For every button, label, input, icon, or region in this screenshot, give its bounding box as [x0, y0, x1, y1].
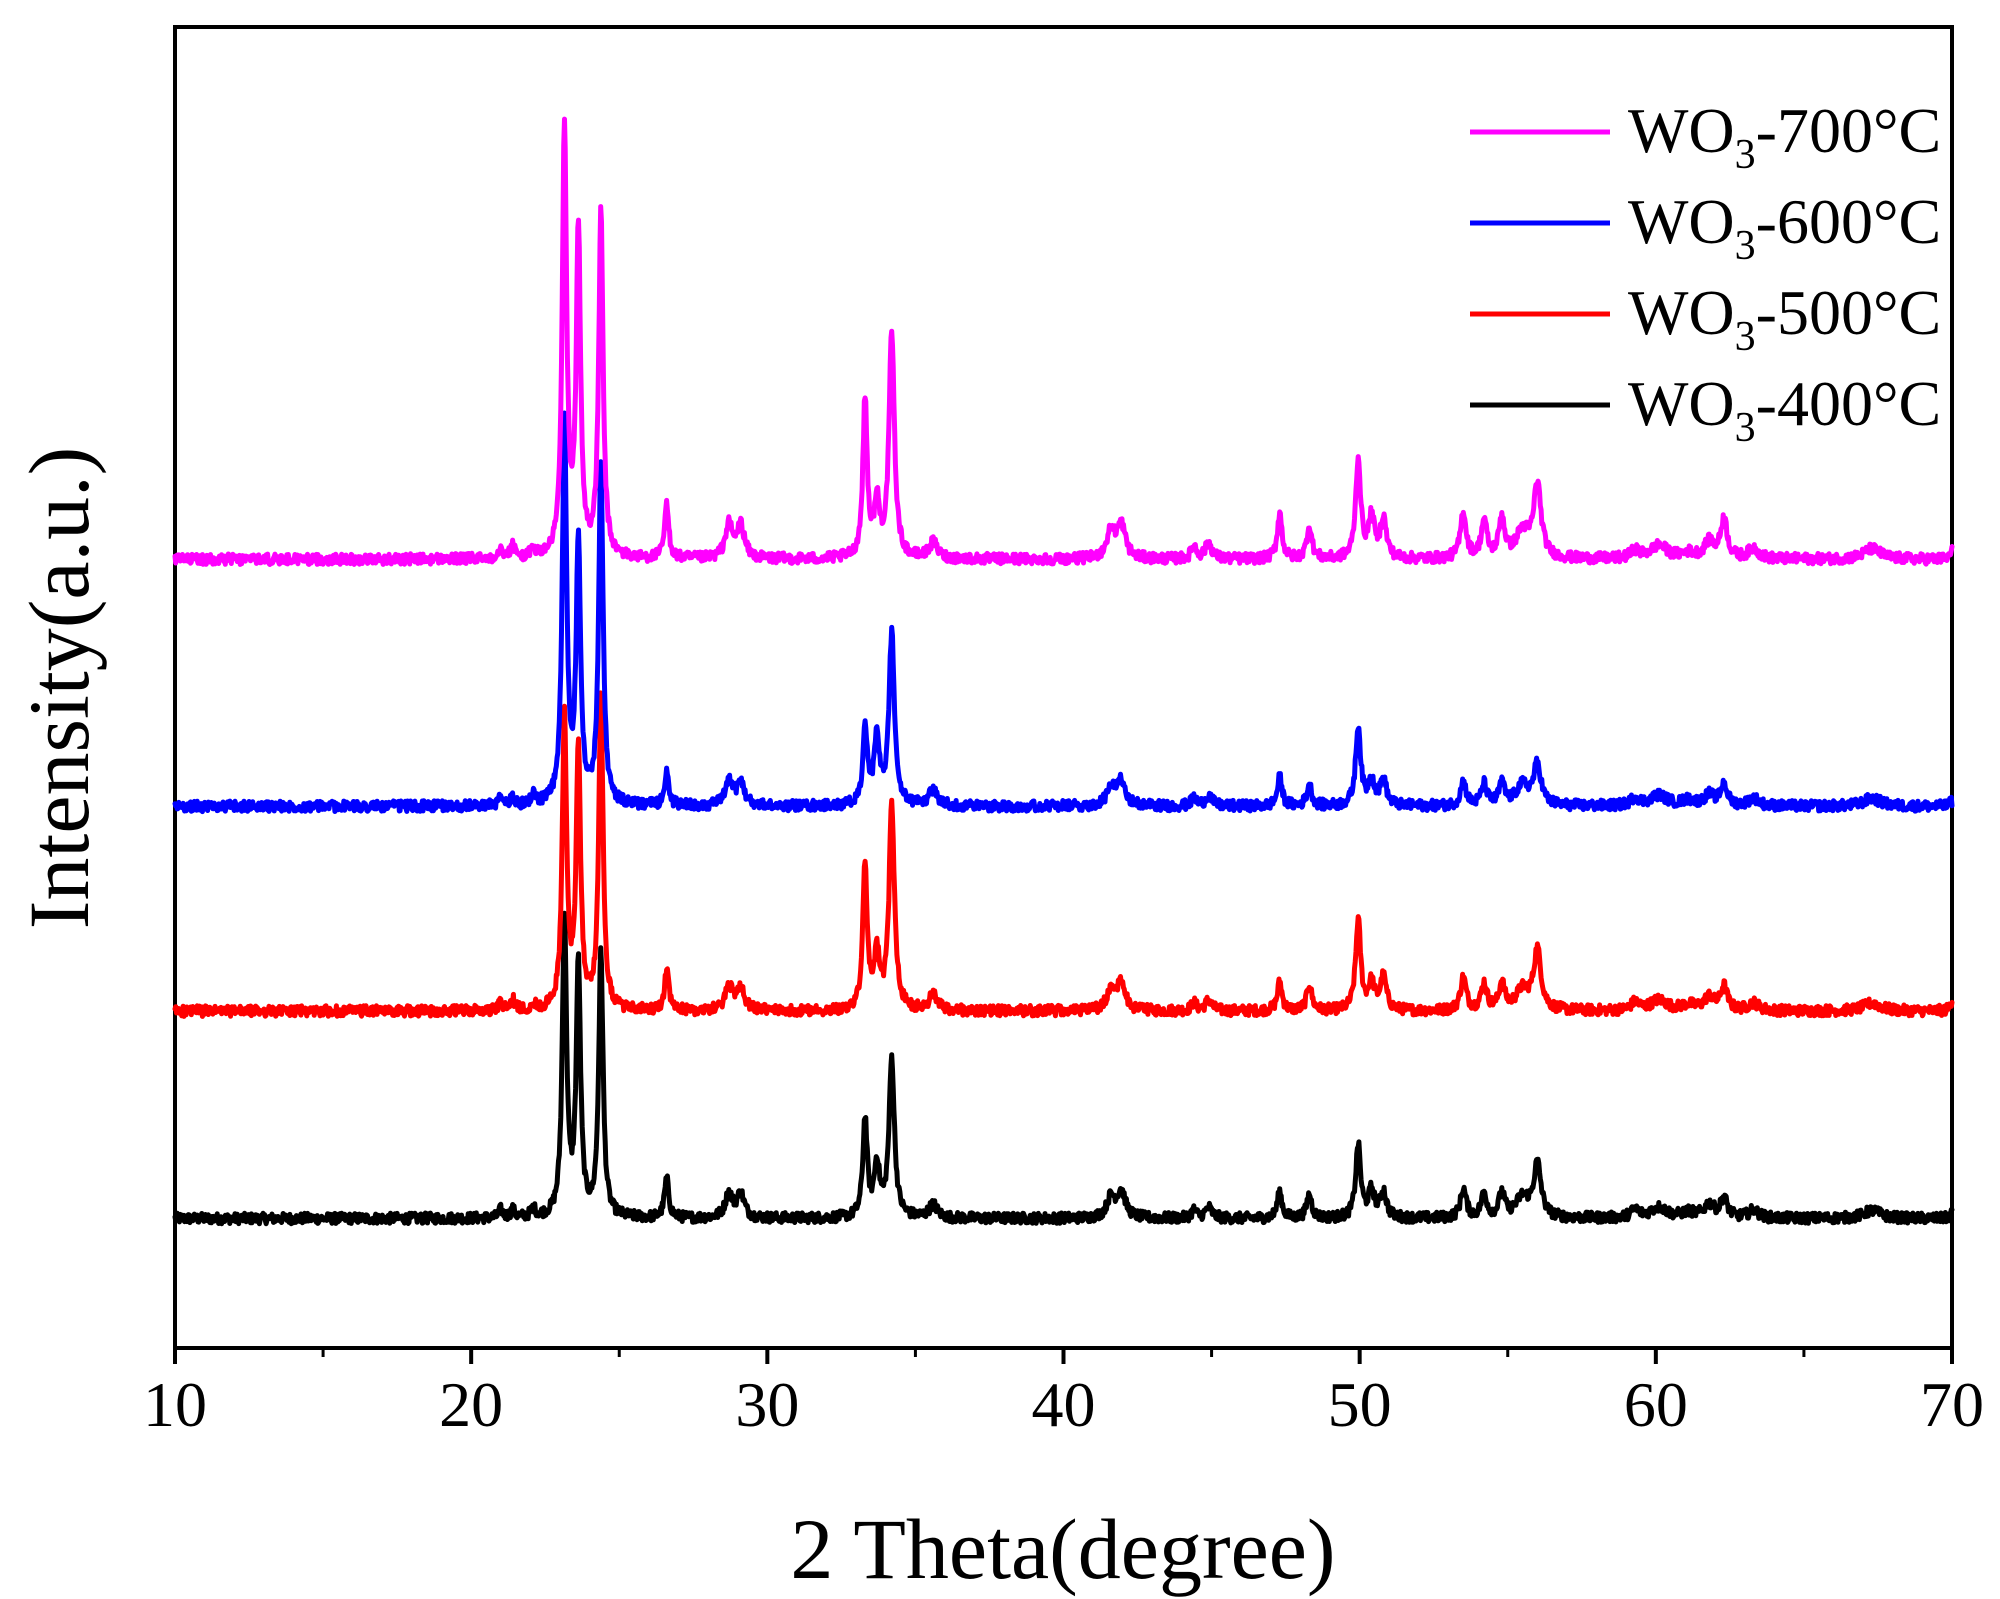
x-tick-label: 30 [735, 1369, 799, 1440]
x-tick-label: 50 [1328, 1369, 1392, 1440]
legend-label-subscript: 3 [1735, 314, 1756, 360]
legend-label: WO3-600°C [1628, 186, 1941, 269]
legend-label-subscript: 3 [1735, 132, 1756, 178]
legend-label-suffix: -500°C [1756, 277, 1942, 348]
x-tick-label: 10 [143, 1369, 207, 1440]
series-lines [172, 116, 1955, 1227]
y-axis-title: Intensity(a.u.) [11, 447, 107, 929]
legend-label: WO3-400°C [1628, 368, 1941, 451]
x-tick-label: 20 [439, 1369, 503, 1440]
legend-label-main: WO [1628, 186, 1735, 257]
x-axis-ticks: 10 20 30 40 50 60 70 [143, 1348, 1984, 1440]
legend-label-suffix: -400°C [1756, 368, 1942, 439]
legend-label: WO3-700°C [1628, 95, 1941, 178]
legend-label-main: WO [1628, 277, 1735, 348]
series-line-500 [172, 690, 1955, 1019]
legend-label-suffix: -700°C [1756, 95, 1942, 166]
series-line-700 [172, 116, 1955, 567]
x-axis-title: 2 Theta(degree) [790, 1501, 1335, 1597]
legend-label-subscript: 3 [1735, 405, 1756, 451]
legend-label-suffix: -600°C [1756, 186, 1942, 257]
legend-label-main: WO [1628, 368, 1735, 439]
legend-label-main: WO [1628, 95, 1735, 166]
legend-label-subscript: 3 [1735, 223, 1756, 269]
x-tick-label: 70 [1920, 1369, 1984, 1440]
x-tick-label: 60 [1624, 1369, 1688, 1440]
legend-label: WO3-500°C [1628, 277, 1941, 360]
series-line-400 [172, 910, 1955, 1227]
series-line-600 [172, 410, 1955, 815]
x-tick-label: 40 [1032, 1369, 1096, 1440]
